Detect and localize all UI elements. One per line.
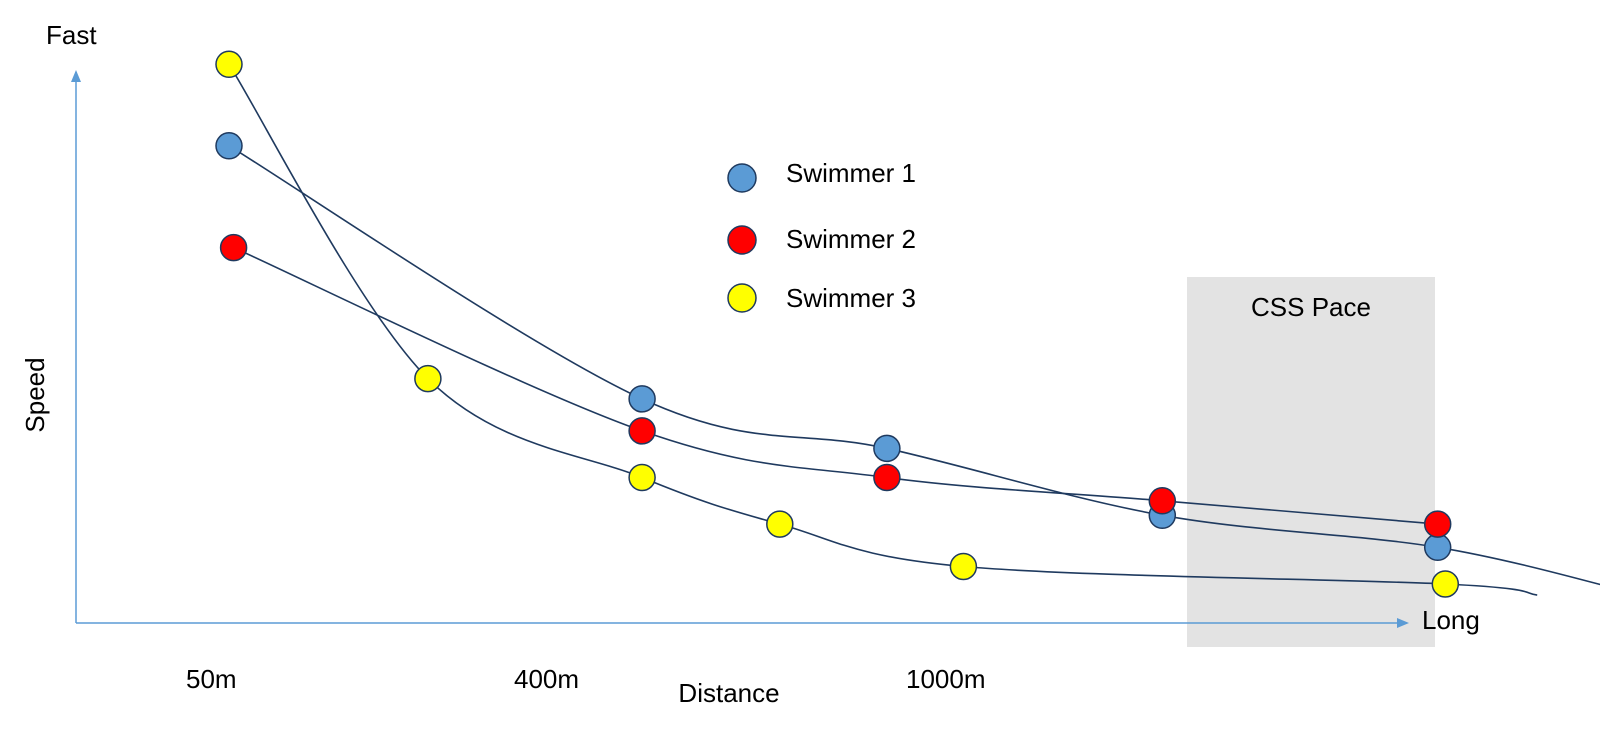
point-swimmer-2-4 (1148, 487, 1177, 515)
y-axis-top-label: Fast (46, 20, 97, 50)
legend-marker-swimmer-1 (727, 163, 757, 193)
point-swimmer-2-5 (1423, 510, 1452, 538)
legend-marker-swimmer-2 (727, 225, 757, 255)
point-swimmer-2-1 (219, 233, 248, 262)
x-axis-end-label: Long (1422, 605, 1480, 635)
x-tick-label-400m: 400m (514, 664, 579, 694)
point-swimmer-1-1 (215, 132, 243, 160)
legend: Swimmer 1 Swimmer 2 Swimmer 3 (727, 158, 916, 313)
y-axis-title: Speed (20, 357, 50, 432)
x-tick-label-1000m: 1000m (906, 664, 986, 694)
point-swimmer-3-4 (766, 510, 794, 538)
point-swimmer-1-3 (873, 434, 901, 463)
css-pace-label: CSS Pace (1251, 292, 1371, 322)
point-swimmer-1-2 (628, 385, 656, 413)
point-swimmer-1-5 (1423, 533, 1452, 562)
css-pace-region (1187, 277, 1435, 647)
point-swimmer-3-6 (1431, 570, 1460, 598)
series-points (215, 50, 1460, 598)
curve-swimmer-2 (233, 246, 1438, 525)
legend-label-swimmer-2: Swimmer 2 (786, 224, 916, 254)
point-swimmer-3-1 (215, 50, 243, 79)
x-tick-label-50m: 50m (186, 664, 237, 694)
legend-item-swimmer-1: Swimmer 1 (727, 158, 916, 193)
point-swimmer-3-2 (414, 364, 442, 393)
legend-marker-swimmer-3 (727, 283, 757, 313)
point-swimmer-3-3 (628, 463, 656, 492)
point-swimmer-2-3 (873, 463, 901, 492)
legend-label-swimmer-3: Swimmer 3 (786, 283, 916, 313)
legend-label-swimmer-1: Swimmer 1 (786, 158, 916, 188)
legend-item-swimmer-3: Swimmer 3 (727, 283, 916, 313)
x-axis-title: Distance (678, 678, 779, 708)
legend-item-swimmer-2: Swimmer 2 (727, 224, 916, 255)
point-swimmer-3-5 (949, 552, 978, 581)
point-swimmer-2-2 (628, 417, 656, 445)
